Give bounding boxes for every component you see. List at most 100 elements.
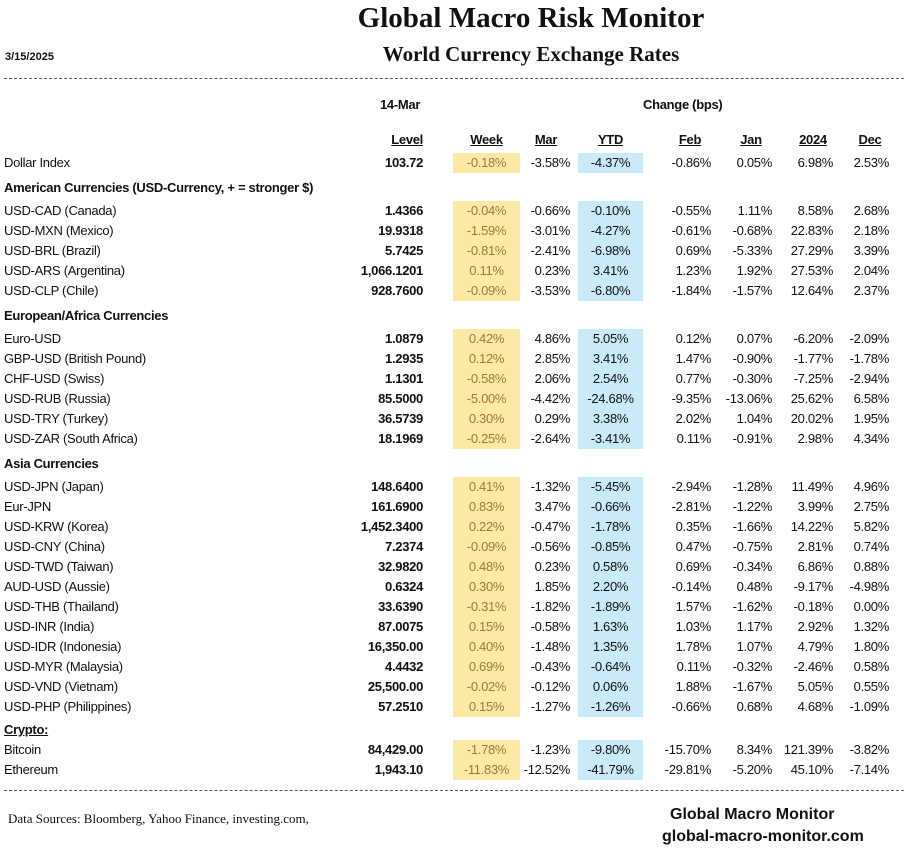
table-row: USD-TRY (Turkey) 36.5739 0.30% 0.29% 3.38% 2.… — [0, 409, 918, 429]
level-value: 85.5000 — [378, 391, 423, 406]
ytd-value: -5.45% — [578, 477, 643, 497]
week-value: 0.30% — [453, 409, 520, 429]
dec-value: 3.39% — [853, 243, 890, 258]
table-row: USD-CNY (China) 7.2374 -0.09% -0.56% -0.85% 0… — [0, 537, 918, 557]
feb-value: -1.84% — [671, 283, 712, 298]
col-level: Level — [391, 132, 423, 147]
mar-value: -0.56% — [530, 539, 571, 554]
ytd-value: 0.58% — [578, 557, 643, 577]
currency-pair: USD-TWD (Taiwan) — [4, 559, 114, 574]
feb-value: 0.77% — [675, 371, 712, 386]
ytd-value: -4.27% — [578, 221, 643, 241]
dec-value: 0.88% — [853, 559, 890, 574]
week-value: -0.18% — [453, 153, 520, 173]
change-header: Change (bps) — [643, 97, 723, 112]
jan-value: 0.05% — [736, 155, 773, 170]
2024-value: 2.98% — [797, 431, 834, 446]
week-value: 0.48% — [453, 557, 520, 577]
2024-value: 27.53% — [790, 263, 834, 278]
level-value: 0.6324 — [385, 579, 423, 594]
report-date: 3/15/2025 — [5, 51, 54, 63]
jan-value: -1.66% — [732, 519, 773, 534]
level-value: 84,429.00 — [367, 742, 423, 757]
feb-value: 1.78% — [675, 639, 712, 654]
level-value: 19.9318 — [378, 223, 423, 238]
feb-value: 0.12% — [675, 331, 712, 346]
table-row: USD-CLP (Chile) 928.7600 -0.09% -3.53% -6.80… — [0, 281, 918, 301]
section-header: Asia Currencies — [0, 449, 918, 477]
jan-value: -0.90% — [732, 351, 773, 366]
feb-value: -0.61% — [671, 223, 712, 238]
level-value: 5.7425 — [385, 243, 423, 258]
jan-value: -1.22% — [732, 499, 773, 514]
level-value: 16,350.00 — [367, 639, 423, 654]
currency-pair: CHF-USD (Swiss) — [4, 371, 105, 386]
feb-value: 0.35% — [675, 519, 712, 534]
bottom-divider — [4, 790, 904, 791]
mar-value: -0.12% — [530, 679, 571, 694]
table-row: USD-RUB (Russia) 85.5000 -5.00% -4.42% -24.6… — [0, 389, 918, 409]
level-value: 33.6390 — [378, 599, 423, 614]
2024-value: 6.86% — [797, 559, 834, 574]
2024-value: 4.68% — [797, 699, 834, 714]
level-value: 4.4432 — [385, 659, 423, 674]
dec-value: -1.09% — [849, 699, 890, 714]
jan-value: -5.20% — [732, 762, 773, 777]
2024-value: 121.39% — [783, 742, 834, 757]
data-sources: Data Sources: Bloomberg, Yahoo Finance, … — [8, 811, 309, 826]
dec-value: 0.74% — [853, 539, 890, 554]
ytd-value: -0.64% — [578, 657, 643, 677]
week-value: 0.15% — [453, 697, 520, 717]
2024-value: 3.99% — [797, 499, 834, 514]
ytd-value: 3.38% — [578, 409, 643, 429]
ytd-value: 1.35% — [578, 637, 643, 657]
mar-value: 2.06% — [534, 371, 571, 386]
mar-value: -1.82% — [530, 599, 571, 614]
ytd-value: -1.26% — [578, 697, 643, 717]
table-row: Ethereum 1,943.10 -11.83% -12.52% -41.79% -29… — [0, 760, 918, 780]
ytd-value: -6.80% — [578, 281, 643, 301]
table-row: USD-PHP (Philippines) 57.2510 0.15% -1.27% -… — [0, 697, 918, 717]
mar-value: -0.58% — [530, 619, 571, 634]
dec-value: -7.14% — [849, 762, 890, 777]
week-value: -0.81% — [453, 241, 520, 261]
dec-value: 2.37% — [853, 283, 890, 298]
jan-value: -5.33% — [732, 243, 773, 258]
2024-value: -0.18% — [793, 599, 834, 614]
level-value: 57.2510 — [378, 699, 423, 714]
week-value: -0.04% — [453, 201, 520, 221]
level-value: 7.2374 — [385, 539, 423, 554]
jan-value: -1.28% — [732, 479, 773, 494]
2024-value: 4.79% — [797, 639, 834, 654]
currency-pair: USD-MYR (Malaysia) — [4, 659, 123, 674]
currency-pair: Euro-USD — [4, 331, 61, 346]
week-value: -5.00% — [453, 389, 520, 409]
mar-value: -0.47% — [530, 519, 571, 534]
dec-value: 2.53% — [853, 155, 890, 170]
level-value: 1,066.1201 — [360, 263, 423, 278]
top-divider — [4, 78, 904, 79]
dec-value: -2.94% — [849, 371, 890, 386]
currency-pair: USD-BRL (Brazil) — [4, 243, 101, 258]
currency-pair: Bitcoin — [4, 742, 41, 757]
dec-value: 2.04% — [853, 263, 890, 278]
jan-value: 8.34% — [736, 742, 773, 757]
dec-value: 4.96% — [853, 479, 890, 494]
feb-value: 2.02% — [675, 411, 712, 426]
table-row: USD-THB (Thailand) 33.6390 -0.31% -1.82% -1.… — [0, 597, 918, 617]
ytd-value: -6.98% — [578, 241, 643, 261]
mar-value: -1.23% — [530, 742, 571, 757]
table-row: USD-INR (India) 87.0075 0.15% -0.58% 1.63% 1.… — [0, 617, 918, 637]
jan-value: 1.04% — [736, 411, 773, 426]
report-subtitle: World Currency Exchange Rates — [382, 42, 680, 66]
week-value: -0.09% — [453, 281, 520, 301]
level-value: 32.9820 — [378, 559, 423, 574]
mar-value: -1.27% — [530, 699, 571, 714]
week-value: 0.22% — [453, 517, 520, 537]
level-value: 103.72 — [385, 155, 423, 170]
jan-value: -0.75% — [732, 539, 773, 554]
ytd-value: -0.66% — [578, 497, 643, 517]
currency-pair: Ethereum — [4, 762, 58, 777]
2024-value: 22.83% — [790, 223, 834, 238]
feb-value: -0.14% — [671, 579, 712, 594]
